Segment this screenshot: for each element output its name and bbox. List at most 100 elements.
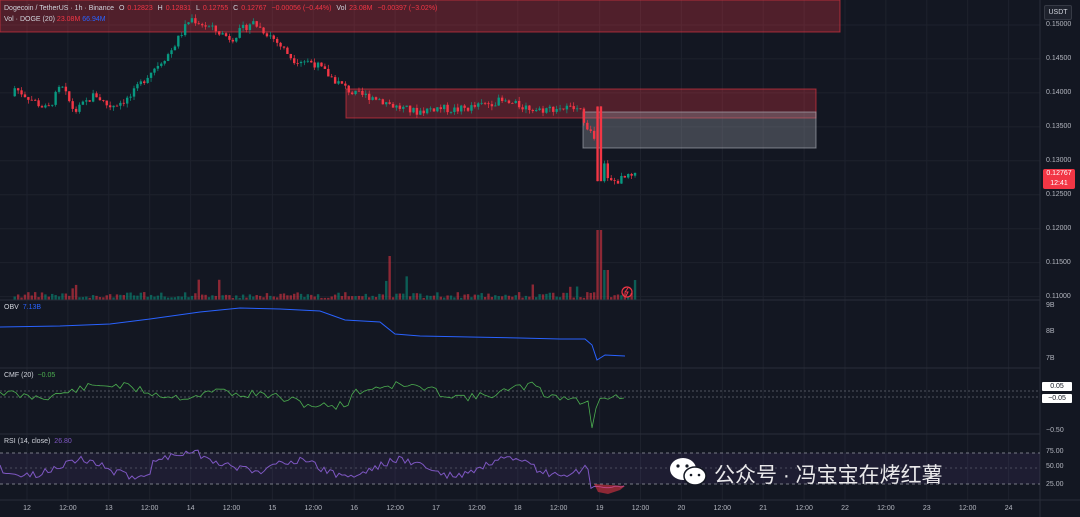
- volume-bar: [487, 293, 490, 300]
- candle-body: [190, 18, 194, 23]
- candle-body: [398, 105, 402, 109]
- candle-body: [119, 102, 122, 106]
- volume-bar: [402, 293, 405, 300]
- time-tick-label: 17: [432, 505, 440, 512]
- volume-bar: [228, 295, 231, 300]
- volume-bar: [252, 296, 255, 300]
- candle-body: [507, 100, 511, 103]
- volume-legend-v2: 66.94M: [82, 16, 106, 23]
- candle-body: [340, 81, 344, 84]
- volume-bar: [156, 295, 160, 300]
- volume-bar: [122, 295, 125, 300]
- volume-bar: [126, 292, 129, 300]
- volume-bar: [333, 294, 337, 300]
- volume-bar: [91, 295, 95, 300]
- time-tick-label: 24: [1004, 505, 1013, 512]
- candle-body: [415, 107, 419, 115]
- volume-bar: [541, 294, 545, 300]
- candle-body: [565, 105, 569, 110]
- time-tick-label: 12:00: [958, 505, 977, 512]
- time-tick-label: 12:00: [549, 505, 568, 512]
- volume-bar: [552, 292, 555, 300]
- candle-body: [153, 68, 156, 73]
- volume-bar: [511, 296, 514, 300]
- cmf-label[interactable]: CMF (20): [4, 372, 34, 379]
- candle-body: [538, 108, 541, 111]
- volume-legend-label[interactable]: Vol · DOGE (20): [4, 16, 55, 23]
- volume-bar: [555, 296, 558, 300]
- candle-body: [487, 103, 490, 105]
- volume-bar: [54, 295, 57, 300]
- candle-body: [323, 66, 327, 69]
- candle-body: [429, 108, 432, 110]
- candle-body: [235, 37, 238, 42]
- candle-body: [623, 175, 627, 178]
- volume-bar: [37, 297, 40, 300]
- candle-body: [490, 104, 494, 107]
- candle-body: [517, 100, 521, 108]
- candle-body: [37, 100, 40, 107]
- volume-bar: [473, 294, 477, 300]
- volume-bar: [183, 292, 187, 300]
- volume-bar: [200, 294, 204, 300]
- volume-bar: [627, 296, 630, 300]
- candle-body: [419, 110, 422, 115]
- volume-bar: [173, 297, 177, 300]
- candle-body: [378, 99, 381, 101]
- volume-bar: [23, 294, 27, 300]
- symbol-title[interactable]: Dogecoin / TetherUS · 1h · Binance: [4, 5, 114, 12]
- volume-bar: [207, 297, 211, 300]
- volume-bar: [320, 297, 323, 300]
- candle-body: [627, 173, 630, 178]
- candle-body: [310, 60, 313, 63]
- volume-bar: [344, 292, 347, 300]
- volume-bar: [170, 297, 173, 300]
- cmf-legend: CMF (20) −0.05: [4, 372, 55, 379]
- volume-bar: [132, 295, 136, 300]
- volume-bar: [241, 294, 245, 300]
- obv-line: [0, 307, 626, 361]
- candle-body: [313, 62, 316, 68]
- currency-button[interactable]: USDT: [1044, 5, 1072, 20]
- volume-bar: [548, 292, 552, 300]
- volume-bar: [500, 296, 504, 300]
- volume-bar: [378, 293, 381, 300]
- candle-body: [439, 107, 442, 110]
- candle-body: [177, 35, 180, 47]
- obv-label[interactable]: OBV: [4, 304, 19, 311]
- rsi-legend: RSI (14, close) 26.80: [4, 438, 72, 445]
- candle-body: [354, 90, 357, 95]
- vol-header-value: 23.08M: [349, 5, 373, 12]
- candle-body: [391, 103, 395, 108]
- volume-bar: [20, 297, 23, 300]
- candle-body: [187, 22, 190, 25]
- candle-body: [511, 102, 514, 104]
- candle-body: [473, 105, 477, 107]
- volume-bar: [490, 296, 494, 300]
- volume-bar: [177, 296, 180, 300]
- candle-body: [180, 35, 183, 36]
- alert-bolt: [624, 287, 629, 297]
- time-tick-label: 16: [350, 505, 359, 512]
- volume-bar: [436, 292, 439, 300]
- volume-bar: [466, 294, 470, 300]
- time-tick-label: 12:00: [795, 505, 813, 512]
- volume-bar: [146, 296, 149, 300]
- volume-bar: [586, 292, 589, 300]
- candle-body: [136, 84, 139, 89]
- rsi-label[interactable]: RSI (14, close): [4, 438, 51, 445]
- candle-body: [252, 21, 255, 25]
- volume-bar: [374, 296, 378, 300]
- supply-zone-top: [0, 0, 841, 33]
- last-price-value: 0.12767: [1046, 170, 1072, 177]
- rsi-line: [0, 449, 625, 490]
- volume-bar: [446, 295, 449, 300]
- time-tick-label: 13: [104, 505, 113, 512]
- volume-bar: [562, 292, 565, 300]
- candle-body: [558, 108, 562, 110]
- candle-body: [483, 102, 487, 104]
- volume-bar: [405, 276, 408, 300]
- alert-icon[interactable]: [621, 286, 633, 298]
- volume-bar: [129, 292, 132, 300]
